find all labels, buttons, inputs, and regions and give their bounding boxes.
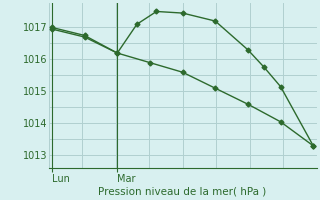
X-axis label: Pression niveau de la mer( hPa ): Pression niveau de la mer( hPa ) — [99, 187, 267, 197]
